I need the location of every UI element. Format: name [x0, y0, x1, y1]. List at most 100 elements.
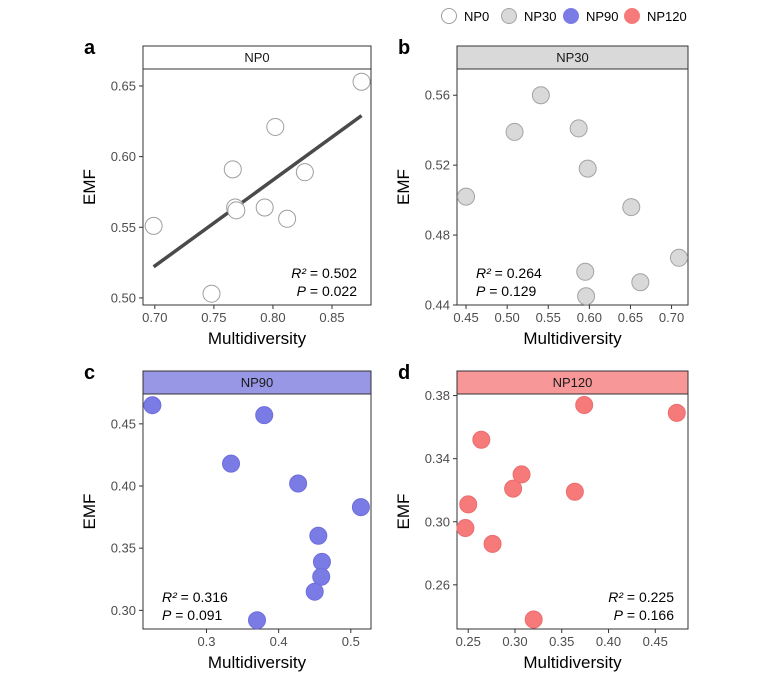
legend-key: [442, 9, 457, 24]
legend-key: [502, 9, 517, 24]
data-point: [570, 120, 587, 137]
y-tick-label: 0.40: [111, 479, 136, 494]
y-tick-label: 0.30: [111, 603, 136, 618]
x-tick-label: 0.3: [197, 634, 215, 649]
x-tick-label: 0.4: [270, 634, 288, 649]
y-tick-label: 0.30: [425, 514, 450, 529]
data-point: [623, 199, 640, 216]
y-axis-title: EMF: [394, 494, 413, 530]
r-squared-label: R² = 0.225: [608, 589, 674, 605]
data-point: [267, 118, 284, 135]
x-tick-label: 0.45: [453, 310, 478, 325]
data-point: [668, 404, 685, 421]
data-point: [224, 161, 241, 178]
x-axis-title: Multidiversity: [523, 653, 622, 672]
x-tick-label: 0.85: [319, 310, 344, 325]
x-tick-label: 0.60: [577, 310, 602, 325]
y-tick-label: 0.60: [111, 149, 136, 164]
x-tick-label: 0.55: [536, 310, 561, 325]
x-tick-label: 0.35: [549, 634, 574, 649]
y-tick-label: 0.34: [425, 451, 450, 466]
y-axis-title: EMF: [394, 169, 413, 205]
y-tick-label: 0.65: [111, 78, 136, 93]
legend-key: [564, 9, 579, 24]
x-tick-label: 0.80: [260, 310, 285, 325]
data-point: [296, 164, 313, 181]
panel-letter: c: [84, 362, 95, 384]
x-tick-label: 0.70: [142, 310, 167, 325]
y-tick-label: 0.48: [425, 228, 450, 243]
strip-label: NP30: [556, 50, 589, 65]
x-tick-label: 0.25: [456, 634, 481, 649]
data-point: [256, 199, 273, 216]
y-tick-label: 0.44: [425, 298, 450, 313]
data-point: [670, 249, 687, 266]
data-point: [256, 407, 273, 424]
panels: a NP0 0.70 0.75 0.80 0.85 0.50 0.55 0.60 0.65 Mult…: [80, 37, 688, 672]
y-tick-label: 0.52: [425, 158, 450, 173]
legend-label: NP30: [524, 9, 557, 24]
y-tick-label: 0.56: [425, 88, 450, 103]
x-tick-label: 0.65: [618, 310, 643, 325]
data-point: [310, 527, 327, 544]
x-axis-title: Multidiversity: [523, 329, 622, 348]
data-point: [203, 285, 220, 302]
strip-label: NP0: [244, 50, 269, 65]
r-squared-label: R² = 0.264: [476, 265, 542, 281]
data-point: [576, 397, 593, 414]
panel-a: a NP0 0.70 0.75 0.80 0.85 0.50 0.55 0.60 0.65 Mult…: [80, 37, 371, 348]
data-point: [577, 263, 594, 280]
y-tick-label: 0.35: [111, 541, 136, 556]
data-point: [579, 160, 596, 177]
p-value-label: P = 0.166: [614, 607, 675, 623]
panel-d: d NP120 0.25 0.30 0.35 0.40 0.45 0.26 0.30 0.34 0.…: [394, 362, 688, 672]
multidiversity-emf-figure: NP0 NP30 NP90 NP120 a NP0 0.70 0.75 0.80 0.85 0.5…: [0, 0, 774, 680]
data-point: [457, 520, 474, 537]
legend-label: NP120: [647, 9, 687, 24]
panel-c: c NP90 0.3 0.4 0.5 0.30 0.35 0.40 0.45 Multidiver…: [80, 362, 371, 672]
legend-item-np30: NP30: [502, 9, 557, 25]
x-tick-label: 0.5: [342, 634, 360, 649]
data-point: [249, 612, 266, 629]
legend-item-np90: NP90: [564, 9, 619, 25]
panel-letter: a: [84, 37, 96, 59]
strip-label: NP120: [553, 375, 593, 390]
data-point: [460, 496, 477, 513]
data-point: [306, 583, 323, 600]
y-tick-label: 0.45: [111, 416, 136, 431]
data-point: [513, 466, 530, 483]
x-tick-label: 0.40: [596, 634, 621, 649]
data-point: [145, 217, 162, 234]
x-axis-title: Multidiversity: [208, 329, 307, 348]
y-tick-label: 0.50: [111, 290, 136, 305]
p-value-label: P = 0.091: [162, 607, 223, 623]
y-tick-label: 0.26: [425, 577, 450, 592]
data-point: [473, 431, 490, 448]
data-point: [223, 455, 240, 472]
panel-b: b NP30 0.45 0.50 0.55 0.60 0.65 0.70 0.44 0.48 0.5…: [394, 37, 688, 348]
r-squared-label: R² = 0.316: [162, 589, 228, 605]
x-tick-label: 0.50: [494, 310, 519, 325]
data-point: [458, 188, 475, 205]
data-point: [484, 535, 501, 552]
x-tick-label: 0.75: [201, 310, 226, 325]
data-point: [279, 210, 296, 227]
panel-letter: b: [398, 37, 410, 59]
data-point: [566, 483, 583, 500]
legend-label: NP90: [586, 9, 619, 24]
y-tick-label: 0.38: [425, 388, 450, 403]
strip-label: NP90: [241, 375, 274, 390]
data-point: [506, 123, 523, 140]
legend-key: [625, 9, 640, 24]
legend-item-np120: NP120: [625, 9, 687, 25]
data-point: [525, 611, 542, 628]
data-point: [352, 499, 369, 516]
y-axis-title: EMF: [80, 169, 99, 205]
r-squared-label: R² = 0.502: [291, 265, 357, 281]
data-point: [228, 202, 245, 219]
p-value-label: P = 0.022: [297, 283, 358, 299]
data-point: [532, 87, 549, 104]
legend-item-np0: NP0: [442, 9, 490, 25]
data-point: [353, 73, 370, 90]
x-axis-title: Multidiversity: [208, 653, 307, 672]
